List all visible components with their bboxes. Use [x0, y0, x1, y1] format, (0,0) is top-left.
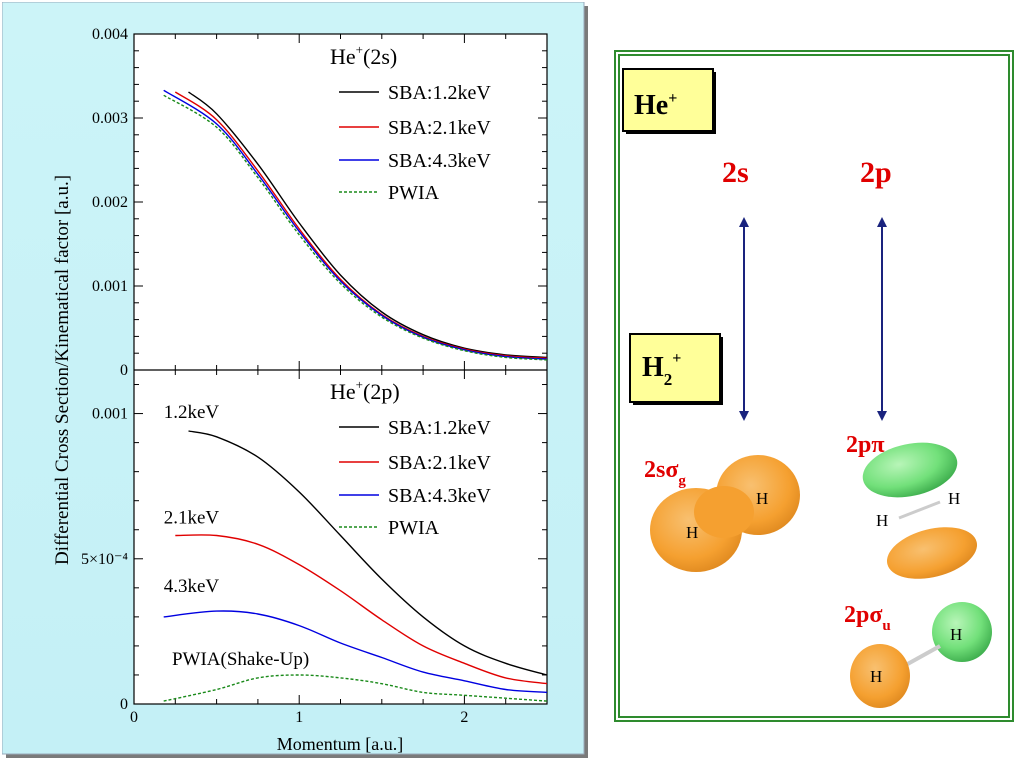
bottom-series-sba-2-1kev — [175, 534, 548, 685]
label-2s: 2s — [722, 156, 749, 189]
bond — [898, 500, 941, 520]
legend-label-sba-1-2: SBA:1.2keV — [388, 417, 491, 439]
diagram-inner-frame — [618, 54, 1010, 718]
orbital-2p-pi-u: H H — [862, 442, 978, 579]
curve-annotation: 1.2keV — [164, 402, 220, 423]
x-tick-label: 1 — [295, 709, 303, 726]
y-tick-label: 5×10⁻⁴ — [81, 551, 128, 568]
bottom-series-pwia — [163, 674, 548, 702]
atom-label-h: H — [686, 523, 698, 542]
atom-label-h: H — [950, 625, 962, 644]
atom-label-h: H — [756, 489, 768, 508]
legend-label-sba-4-3: SBA:4.3keV — [388, 485, 491, 507]
top-chart: 0 0.001 0.002 0.003 0.004 — [92, 26, 548, 379]
top-series-sba-4-3kev — [163, 89, 548, 360]
bottom-series-sba-4-3kev — [163, 610, 548, 694]
y-axis-label: Differential Cross Section/Kinematical f… — [52, 175, 73, 565]
orbital-2p-sigma-u: H H — [850, 602, 992, 708]
top-chart-title: He+(2s) — [330, 42, 397, 69]
legend-label-sba-2-1: SBA:2.1keV — [388, 452, 491, 474]
legend-label-sba-2-1: SBA:2.1keV — [388, 117, 491, 139]
bottom-chart-title: He+(2p) — [330, 377, 400, 404]
x-tick-label: 0 — [130, 709, 138, 726]
legend-label-sba-4-3: SBA:4.3keV — [388, 150, 491, 172]
curve-annotation: 4.3keV — [164, 576, 220, 597]
label-2s-sigma-g: 2sσg — [644, 457, 686, 489]
h2-box-label: H2+ — [642, 350, 681, 389]
y-tick-label: 0.002 — [92, 194, 128, 211]
legend-label-pwia: PWIA — [388, 517, 440, 539]
bottom-legend: SBA:1.2keV SBA:2.1keV SBA:4.3keV PWIA — [339, 417, 491, 539]
orbital-diagram: He+ 2s 2p H2+ 2sσg H H 2pπu H H 2pσu H H — [614, 50, 1014, 722]
curve-annotation: PWIA(Shake-Up) — [172, 649, 309, 670]
bottom-chart: 0 5×10⁻⁴ 0.001 0 1 2 1.2keV 2.1keV 4.3keV PWIA(Sh… — [81, 370, 548, 726]
y-tick-label: 0.001 — [92, 278, 128, 295]
bond — [903, 644, 941, 668]
curve-annotation: 2.1keV — [164, 507, 220, 528]
label-2p: 2p — [860, 156, 892, 189]
y-tick-label: 0 — [120, 362, 128, 379]
orbital-2s-sigma-g: H H — [650, 455, 800, 572]
top-series-pwia — [163, 94, 548, 361]
he-box — [622, 68, 714, 132]
y-tick-label: 0.003 — [92, 110, 128, 127]
h2-box — [629, 333, 721, 403]
label-2p-sigma-u: 2pσu — [844, 602, 891, 634]
chart-panel: 0 0.001 0.002 0.003 0.004 0 5×10⁻⁴ 0.001 0 1 2 1.2… — [1, 1, 592, 760]
top-legend: SBA:1.2keV SBA:2.1keV SBA:4.3keV PWIA — [339, 82, 491, 204]
he-box-label: He+ — [634, 90, 677, 121]
top-series-sba-2-1kev — [174, 91, 548, 359]
y-tick-label: 0.001 — [92, 406, 128, 423]
diagram-panel: He+ 2s 2p H2+ 2sσg H H 2pπu H H 2pσu H H — [614, 50, 1014, 722]
x-tick-label: 2 — [460, 709, 468, 726]
top-series-sba-1-2kev — [188, 91, 548, 359]
atom-label-h: H — [876, 511, 888, 530]
atom-label-h: H — [948, 489, 960, 508]
y-tick-label: 0.004 — [92, 26, 128, 43]
atom-label-h: H — [870, 667, 882, 686]
x-axis-label: Momentum [a.u.] — [277, 734, 403, 754]
y-tick-label: 0 — [120, 696, 128, 713]
chart-svg: 0 0.001 0.002 0.003 0.004 0 5×10⁻⁴ 0.001 0 1 2 1.2… — [1, 1, 588, 758]
bottom-series-sba-1-2kev — [188, 430, 548, 676]
legend-label-pwia: PWIA — [388, 182, 440, 204]
legend-label-sba-1-2: SBA:1.2keV — [388, 82, 491, 104]
